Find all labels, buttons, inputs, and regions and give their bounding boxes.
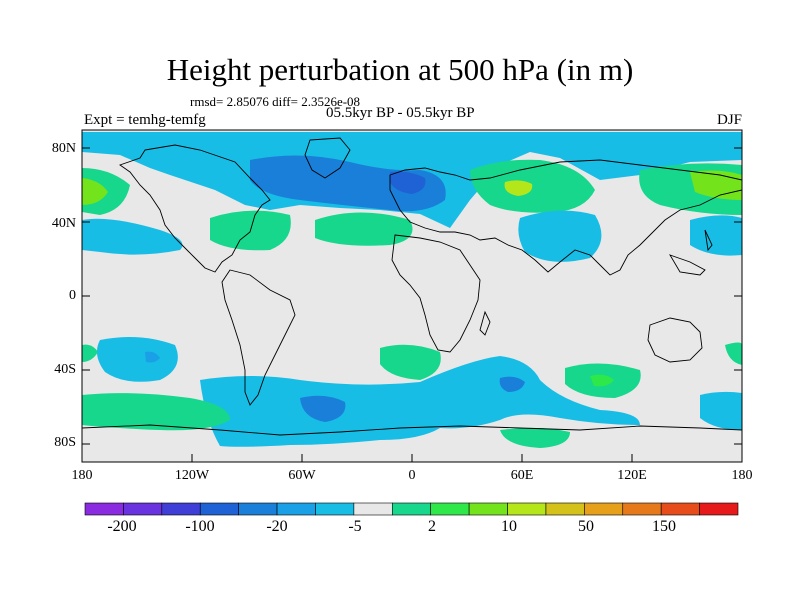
anomaly-region	[700, 391, 742, 430]
axis-ticks	[81, 147, 743, 462]
colorbar-swatch	[430, 502, 470, 516]
anomaly-region	[390, 171, 426, 194]
lon-label: 180	[731, 468, 753, 483]
colorbar	[84, 502, 739, 516]
anomaly-region	[380, 344, 441, 380]
stats-text: rmsd= 2.85076 diff= 2.3526e-08	[190, 94, 361, 109]
colorbar-swatch	[238, 502, 278, 516]
anomaly-region	[250, 155, 446, 212]
lat-label: 40N	[51, 216, 76, 231]
colorbar-swatch	[353, 502, 393, 516]
colorbar-swatch	[468, 502, 508, 516]
lat-label: 80S	[54, 435, 76, 450]
experiment-label: Expt = temhg-temfg	[84, 112, 206, 128]
anomaly-region	[470, 159, 595, 213]
anomaly-region	[96, 336, 178, 382]
colorbar-swatch	[507, 502, 547, 516]
colorbar-swatch	[622, 502, 662, 516]
colorbar-label: -100	[185, 518, 215, 535]
anomaly-region	[145, 351, 160, 363]
colorbar-label: -5	[348, 518, 362, 535]
colorbar-label: 2	[428, 518, 436, 535]
colorbar-swatch	[84, 502, 124, 516]
lon-label: 60W	[288, 468, 316, 483]
anomaly-region	[315, 212, 413, 246]
season-label: DJF	[716, 112, 742, 128]
anomaly-region	[82, 218, 183, 255]
anomaly-region	[518, 210, 602, 262]
colorbar-label: 150	[652, 518, 676, 535]
colorbar-swatch	[660, 502, 700, 516]
anomaly-region	[725, 342, 742, 365]
lon-label: 0	[408, 468, 416, 483]
lon-label: 120E	[617, 468, 647, 483]
map-title: Height perturbation at 500 hPa (in m)	[166, 52, 634, 87]
colorbar-swatch	[699, 502, 739, 516]
colorbar-label: -20	[266, 518, 288, 535]
colorbar-swatch	[276, 502, 316, 516]
anomaly-region	[500, 427, 570, 448]
colorbar-label: 10	[501, 518, 517, 535]
period-label: 05.5kyr BP - 05.5kyr BP	[326, 105, 475, 121]
colorbar-swatch	[123, 502, 163, 516]
colorbar-swatch	[199, 502, 239, 516]
lon-label: 60E	[510, 468, 534, 483]
colorbar-swatch	[391, 502, 432, 516]
colorbar-swatch	[315, 502, 355, 516]
anomaly-region	[82, 344, 98, 362]
anomaly-region	[82, 178, 108, 205]
colorbar-swatch	[584, 502, 624, 516]
lat-label: 40S	[54, 362, 76, 377]
anomaly-region	[504, 180, 533, 196]
lon-label: 120W	[174, 468, 210, 483]
colorbar-label: 50	[578, 518, 594, 535]
anomaly-region	[590, 374, 614, 387]
anomaly-region	[200, 356, 640, 447]
colorbar-swatch	[545, 502, 585, 516]
anomaly-region	[499, 376, 525, 392]
anomaly-region	[690, 215, 742, 256]
anomaly-region	[82, 393, 230, 431]
lat-label: 0	[69, 288, 76, 303]
colorbar-label: -200	[107, 518, 137, 535]
anomaly-region	[300, 395, 346, 422]
lon-label: 180	[71, 468, 93, 483]
colorbar-swatch	[161, 502, 201, 516]
coastlines	[82, 137, 742, 436]
lat-label: 80N	[51, 141, 76, 156]
